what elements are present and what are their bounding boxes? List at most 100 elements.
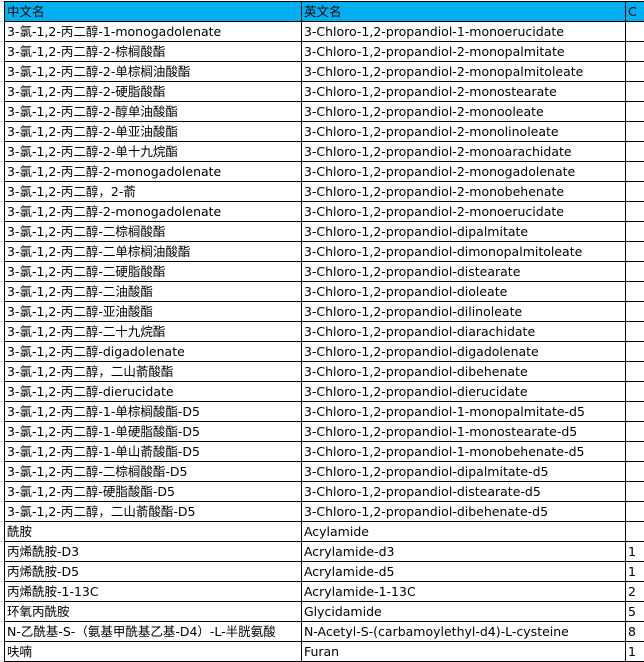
column-c-cell[interactable]	[624, 321, 644, 342]
chinese-name-cell[interactable]: 3-氯-1,2-丙二醇-2-醇单油酸酯	[4, 101, 302, 122]
chinese-name-cell[interactable]: 3-氯-1,2-丙二醇-2-单亚油酸酯	[4, 121, 302, 142]
english-name-cell[interactable]: 3-Chloro-1,2-propandiol-2-monostearate	[300, 81, 626, 102]
chinese-name-cell[interactable]: 3-氯-1,2-丙二醇-digadolenate	[4, 341, 302, 362]
column-c-cell[interactable]	[624, 421, 644, 442]
english-name-cell[interactable]: 3-Chloro-1,2-propandiol-2-monolinoleate	[300, 121, 626, 142]
column-c-cell[interactable]	[624, 501, 644, 522]
column-c-cell[interactable]	[624, 461, 644, 482]
english-name-cell[interactable]: N-Acetyl-S-(carbamoylethyl-d4)-L-cystein…	[300, 621, 626, 642]
chinese-name-cell[interactable]: 3-氯-1,2-丙二醇-硬脂酸酯-D5	[4, 481, 302, 502]
english-name-cell[interactable]: 3-Chloro-1,2-propandiol-2-monopalmitolea…	[300, 61, 626, 82]
english-name-cell[interactable]: 3-Chloro-1,2-propandiol-diarachidate	[300, 321, 626, 342]
column-c-cell[interactable]	[624, 521, 644, 542]
english-name-cell[interactable]: Acrylamide-d5	[300, 561, 626, 582]
column-c-cell[interactable]	[624, 121, 644, 142]
chinese-name-cell[interactable]: 丙烯酰胺-1-13C	[4, 581, 302, 602]
english-name-cell[interactable]: 3-Chloro-1,2-propandiol-2-monoerucidate	[300, 201, 626, 222]
column-c-cell[interactable]	[624, 81, 644, 102]
english-name-cell[interactable]: Glycidamide	[300, 601, 626, 622]
english-name-cell[interactable]: 3-Chloro-1,2-propandiol-dilinoleate	[300, 301, 626, 322]
column-c-cell[interactable]	[624, 61, 644, 82]
column-c-cell[interactable]: 1	[624, 541, 644, 562]
column-c-cell[interactable]	[624, 181, 644, 202]
column-c-cell[interactable]: 1	[624, 561, 644, 582]
chinese-name-cell[interactable]: 3-氯-1,2-丙二醇-2-monogadolenate	[4, 161, 302, 182]
chinese-name-cell[interactable]: 3-氯-1,2-丙二醇-亚油酸酯	[4, 301, 302, 322]
english-name-cell[interactable]: Acrylamide-d3	[300, 541, 626, 562]
column-c-cell[interactable]	[624, 301, 644, 322]
english-name-cell[interactable]: 3-Chloro-1,2-propandiol-digadolenate	[300, 341, 626, 362]
english-name-cell[interactable]: 3-Chloro-1,2-propandiol-1-monostearate-d…	[300, 421, 626, 442]
column-c-cell[interactable]: 1	[624, 641, 644, 662]
english-name-cell[interactable]: Acylamide	[300, 521, 626, 542]
column-c-cell[interactable]	[624, 261, 644, 282]
column-c-cell[interactable]	[624, 161, 644, 182]
column-c-cell[interactable]	[624, 481, 644, 502]
english-name-cell[interactable]: Acrylamide-1-13C	[300, 581, 626, 602]
chinese-name-cell[interactable]: 3-氯-1,2-丙二醇-2-硬脂酸酯	[4, 81, 302, 102]
chinese-name-cell[interactable]: 3-氯-1,2-丙二醇，二山萮酸酯	[4, 361, 302, 382]
column-c-cell[interactable]	[624, 21, 644, 42]
chinese-name-cell[interactable]: 3-氯-1,2-丙二醇-2-monogadolenate	[4, 201, 302, 222]
english-name-cell[interactable]: 3-Chloro-1,2-propandiol-1-monoerucidate	[300, 21, 626, 42]
english-name-cell[interactable]: 3-Chloro-1,2-propandiol-distearate-d5	[300, 481, 626, 502]
header-chinese-name[interactable]: 中文名	[4, 1, 302, 22]
chinese-name-cell[interactable]: 3-氯-1,2-丙二醇-2-棕榈酸酯	[4, 41, 302, 62]
chinese-name-cell[interactable]: 3-氯-1,2-丙二醇-二油酸酯	[4, 281, 302, 302]
chinese-name-cell[interactable]: 3-氯-1,2-丙二醇-1-单山萮酸酯-D5	[4, 441, 302, 462]
column-c-cell[interactable]	[624, 141, 644, 162]
english-name-cell[interactable]: 3-Chloro-1,2-propandiol-2-monoarachidate	[300, 141, 626, 162]
header-english-name[interactable]: 英文名	[300, 1, 626, 22]
chinese-name-cell[interactable]: 3-氯-1,2-丙二醇-1-单硬脂酸酯-D5	[4, 421, 302, 442]
english-name-cell[interactable]: 3-Chloro-1,2-propandiol-1-monopalmitate-…	[300, 401, 626, 422]
chinese-name-cell[interactable]: 丙烯酰胺-D3	[4, 541, 302, 562]
english-name-cell[interactable]: 3-Chloro-1,2-propandiol-2-monooleate	[300, 101, 626, 122]
column-c-cell[interactable]	[624, 361, 644, 382]
english-name-cell[interactable]: 3-Chloro-1,2-propandiol-1-monobehenate-d…	[300, 441, 626, 462]
chinese-name-cell[interactable]: 3-氯-1,2-丙二醇，二山萮酸酯-D5	[4, 501, 302, 522]
column-c-cell[interactable]	[624, 241, 644, 262]
chinese-name-cell[interactable]: 酰胺	[4, 521, 302, 542]
chinese-name-cell[interactable]: 3-氯-1,2-丙二醇-二十九烷酯	[4, 321, 302, 342]
column-c-cell[interactable]	[624, 221, 644, 242]
chinese-name-cell[interactable]: 3-氯-1,2-丙二醇-二硬脂酸酯	[4, 261, 302, 282]
chinese-name-cell[interactable]: 丙烯酰胺-D5	[4, 561, 302, 582]
table-row: 3-氯-1,2-丙二醇-2-monogadolenate 3-Chloro-1,2…	[4, 161, 644, 182]
english-name-cell[interactable]: Furan	[300, 641, 626, 662]
english-name-cell[interactable]: 3-Chloro-1,2-propandiol-distearate	[300, 261, 626, 282]
chinese-name-cell[interactable]: 3-氯-1,2-丙二醇，2-萮	[4, 181, 302, 202]
chinese-name-cell[interactable]: 呋喃	[4, 641, 302, 662]
column-c-cell[interactable]	[624, 401, 644, 422]
column-c-cell[interactable]	[624, 41, 644, 62]
header-column-c[interactable]: C	[624, 1, 644, 22]
chinese-name-cell[interactable]: 3-氯-1,2-丙二醇-2-单棕榈油酸酯	[4, 61, 302, 82]
english-name-cell[interactable]: 3-Chloro-1,2-propandiol-dibehenate	[300, 361, 626, 382]
chinese-name-cell[interactable]: 3-氯-1,2-丙二醇-dierucidate	[4, 381, 302, 402]
column-c-cell[interactable]: 8	[624, 621, 644, 642]
chinese-name-cell[interactable]: 3-氯-1,2-丙二醇-1-monogadolenate	[4, 21, 302, 42]
column-c-cell[interactable]	[624, 381, 644, 402]
english-name-cell[interactable]: 3-Chloro-1,2-propandiol-dierucidate	[300, 381, 626, 402]
column-c-cell[interactable]	[624, 441, 644, 462]
chinese-name-cell[interactable]: 3-氯-1,2-丙二醇-二棕榈酸酯-D5	[4, 461, 302, 482]
english-name-cell[interactable]: 3-Chloro-1,2-propandiol-2-monopalmitate	[300, 41, 626, 62]
english-name-cell[interactable]: 3-Chloro-1,2-propandiol-2-monobehenate	[300, 181, 626, 202]
english-name-cell[interactable]: 3-Chloro-1,2-propandiol-dibehenate-d5	[300, 501, 626, 522]
english-name-cell[interactable]: 3-Chloro-1,2-propandiol-dipalmitate	[300, 221, 626, 242]
column-c-cell[interactable]: 5	[624, 601, 644, 622]
english-name-cell[interactable]: 3-Chloro-1,2-propandiol-dipalmitate-d5	[300, 461, 626, 482]
chinese-name-cell[interactable]: 3-氯-1,2-丙二醇-2-单十九烷酯	[4, 141, 302, 162]
english-name-cell[interactable]: 3-Chloro-1,2-propandiol-2-monogadolenate	[300, 161, 626, 182]
chinese-name-cell[interactable]: 3-氯-1,2-丙二醇-二单棕榈油酸酯	[4, 241, 302, 262]
column-c-cell[interactable]	[624, 341, 644, 362]
chinese-name-cell[interactable]: N-乙酰基-S-（氨基甲酰基乙基-D4）-L-半胱氨酸	[4, 621, 302, 642]
english-name-cell[interactable]: 3-Chloro-1,2-propandiol-dimonopalmitolea…	[300, 241, 626, 262]
column-c-cell[interactable]	[624, 101, 644, 122]
chinese-name-cell[interactable]: 环氧丙酰胺	[4, 601, 302, 622]
chinese-name-cell[interactable]: 3-氯-1,2-丙二醇-1-单棕榈酸酯-D5	[4, 401, 302, 422]
column-c-cell[interactable]: 2	[624, 581, 644, 602]
english-name-cell[interactable]: 3-Chloro-1,2-propandiol-dioleate	[300, 281, 626, 302]
chinese-name-cell[interactable]: 3-氯-1,2-丙二醇-二棕榈酸酯	[4, 221, 302, 242]
column-c-cell[interactable]	[624, 281, 644, 302]
column-c-cell[interactable]	[624, 201, 644, 222]
